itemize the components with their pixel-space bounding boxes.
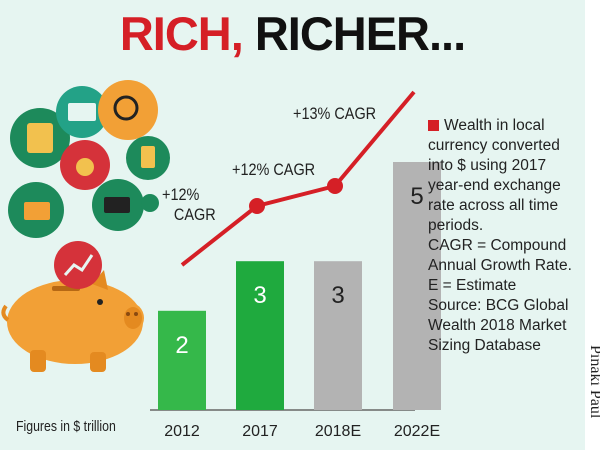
trend-point-2017 bbox=[249, 198, 265, 214]
tick-label-2017: 2017 bbox=[242, 423, 278, 440]
legend-line: currency converted bbox=[428, 137, 560, 154]
right-margin-strip bbox=[585, 0, 600, 450]
legend-note: Wealth in local currency converted into … bbox=[428, 116, 584, 356]
artist-credit: Pinaki Paul bbox=[587, 345, 600, 419]
bar-2018E bbox=[314, 261, 362, 410]
legend-line: E = Estimate bbox=[428, 277, 517, 294]
annotation-cagr-2017-2018: +12% CAGR bbox=[232, 160, 316, 179]
bar-2017 bbox=[236, 261, 284, 410]
bar-2022E bbox=[393, 162, 441, 410]
title-part-rich: RICH, bbox=[119, 7, 244, 60]
value-label-2017: 3 bbox=[253, 282, 266, 309]
value-label-2022E: 5 bbox=[410, 183, 423, 210]
growth-chart-icon bbox=[54, 241, 102, 289]
chart-title: RICH, RICHER... bbox=[0, 6, 585, 62]
tick-label-2022E: 2022E bbox=[394, 423, 440, 440]
unit-note: Figures in $ trillion bbox=[16, 418, 116, 435]
legend-line: rate across all time bbox=[428, 197, 559, 214]
trend-point-2018E bbox=[327, 178, 343, 194]
value-label-2012: 2 bbox=[175, 332, 188, 359]
legend-line: Wealth 2018 Market bbox=[428, 317, 567, 334]
tick-label-2018E: 2018E bbox=[315, 423, 361, 440]
legend-line-text: Wealth in local bbox=[444, 117, 545, 134]
annotation-cagr-2012-2017-line2: CAGR bbox=[173, 205, 216, 224]
legend-swatch-red bbox=[428, 120, 439, 131]
magnifier-chart-icon bbox=[98, 80, 158, 140]
labels-layer: 2 2012 3 2017 3 2018E 5 2022E bbox=[164, 183, 440, 440]
piggy-bank-icon bbox=[1, 270, 144, 372]
legend-line: Wealth in local bbox=[428, 116, 584, 136]
finance-icons-cluster bbox=[8, 80, 170, 289]
line-layer bbox=[180, 90, 416, 267]
legend-line: Source: BCG Global bbox=[428, 297, 569, 314]
legend-line: CAGR = Compound bbox=[428, 237, 567, 254]
tick-label-2012: 2012 bbox=[164, 423, 200, 440]
annotation-cagr-2012-2017-line1: +12% bbox=[162, 185, 200, 204]
legend-line: into $ using 2017 bbox=[428, 157, 547, 174]
legend-line: Sizing Database bbox=[428, 337, 541, 354]
cagr-trend-line bbox=[180, 90, 416, 267]
bars-layer bbox=[158, 162, 441, 410]
annotation-cagr-2018-2022: +13% CAGR bbox=[293, 104, 377, 123]
title-part-richer: RICHER... bbox=[254, 7, 466, 60]
value-label-2018E: 3 bbox=[331, 282, 344, 309]
globe-icon bbox=[141, 194, 159, 212]
legend-line: periods. bbox=[428, 217, 484, 234]
legend-line: year-end exchange bbox=[428, 177, 561, 194]
bar-2012 bbox=[158, 310, 206, 410]
legend-line: Annual Growth Rate. bbox=[428, 257, 572, 274]
annotation-cagr-2012-2017: +12% CAGR bbox=[162, 185, 216, 225]
